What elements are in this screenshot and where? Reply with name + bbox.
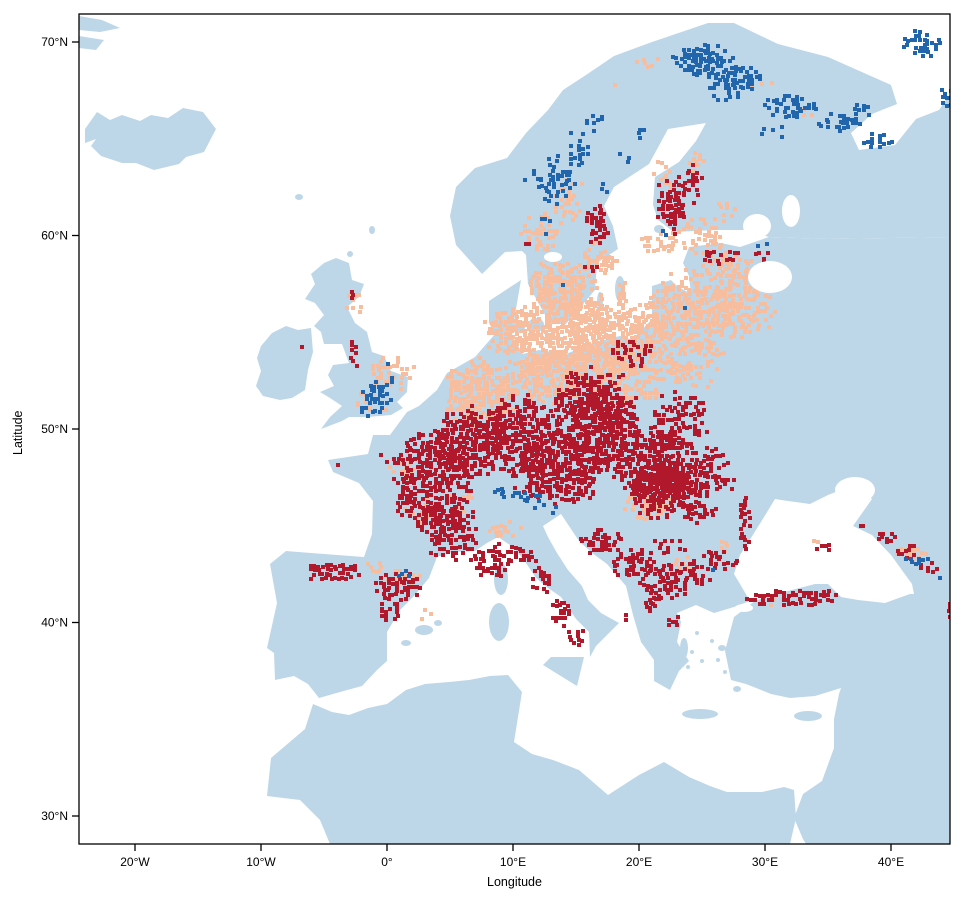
land-fennoscandia-nw-russia [450, 23, 950, 324]
x-tick-label: 10°W [246, 855, 276, 869]
island-menorca [434, 620, 442, 626]
land-anatolia-levant [725, 584, 950, 844]
island-lesbos [718, 645, 726, 651]
x-tick-label: 40°E [878, 855, 904, 869]
x-tick-label: 0° [381, 855, 393, 869]
x-axis-title: Longitude [487, 875, 542, 889]
map-layers [79, 14, 950, 844]
island-ibiza [401, 640, 411, 646]
island-aegean-4 [686, 665, 690, 669]
sea-of-marmara [735, 604, 753, 612]
y-tick-label: 70°N [41, 35, 68, 49]
x-tick-label: 20°W [120, 855, 150, 869]
lake-onega [782, 195, 800, 227]
island-aegean-6 [716, 658, 720, 662]
y-tick-label: 50°N [41, 422, 68, 436]
y-tick-label: 60°N [41, 229, 68, 243]
island-aegean-5 [695, 631, 699, 635]
y-axis-title: Latitude [11, 410, 25, 455]
island-aegean-7 [723, 670, 727, 674]
island-crete [682, 709, 718, 719]
data-cells-salmon [345, 57, 928, 621]
land-ireland [256, 326, 313, 400]
lake-ladoga [743, 214, 771, 238]
island-euboea [680, 638, 688, 658]
lake-vanern [544, 252, 562, 262]
island-mallorca [415, 625, 433, 635]
y-tick-label: 30°N [41, 809, 68, 823]
island-faroe [295, 194, 303, 200]
sea-of-azov [835, 477, 875, 503]
ilmen-white-area [748, 261, 792, 293]
land-greenland-edge-2 [79, 36, 104, 50]
axis-ticks: 20°W 10°W 0° 10°E 20°E 30°E 40°E 70°N 60°N 50°N 40… [41, 35, 904, 869]
land-sicily [543, 657, 584, 686]
land-iceland [85, 108, 216, 170]
island-rhodes [733, 686, 741, 692]
x-tick-label: 20°E [626, 855, 652, 869]
island-aegean-2 [700, 659, 704, 663]
x-tick-label: 30°E [752, 855, 778, 869]
land-north-africa [267, 675, 796, 844]
island-orkney [347, 251, 353, 257]
island-cyprus [794, 711, 822, 721]
data-cells-red [300, 163, 950, 647]
island-aegean-1 [690, 650, 694, 654]
land-greenland-edge-1 [79, 16, 120, 32]
island-aegean-3 [710, 639, 714, 643]
y-tick-label: 40°N [41, 616, 68, 630]
island-shetland [369, 226, 375, 234]
x-tick-label: 10°E [500, 855, 526, 869]
island-sardinia [489, 603, 509, 641]
